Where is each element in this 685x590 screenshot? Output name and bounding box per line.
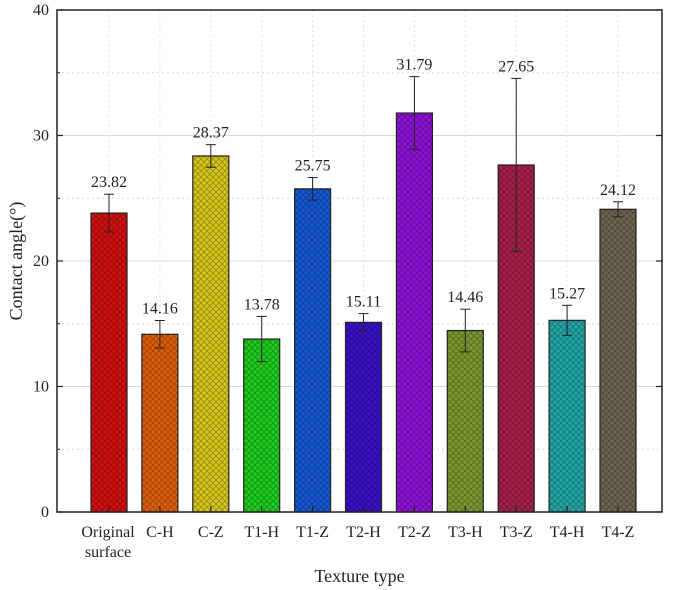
x-axis: Original surface C-H C-Z T1-H T1-Z T2-H T2-Z T3-… [81, 506, 634, 561]
bar [344, 321, 383, 513]
bar [599, 208, 637, 513]
bar [141, 333, 179, 513]
data-label: 13.78 [244, 296, 280, 313]
y-tick-label: 30 [33, 128, 49, 145]
data-label: 14.46 [447, 289, 483, 306]
error-bar [511, 77, 522, 253]
x-tick-label: C-H [146, 524, 174, 541]
bar [243, 338, 281, 513]
x-tick-label: Original surface [81, 524, 135, 561]
x-tick-label: T3-Z [500, 524, 533, 541]
data-label: 25.75 [295, 158, 331, 175]
y-axis: 0 10 20 30 40 [33, 2, 662, 521]
y-tick-label: 40 [33, 2, 49, 19]
error-bar [104, 193, 114, 233]
error-bar [205, 144, 216, 168]
error-bars-group [104, 76, 623, 363]
error-bar [562, 304, 573, 336]
data-label: 15.27 [549, 285, 585, 302]
error-bar [409, 76, 420, 150]
data-label: 24.12 [600, 182, 636, 199]
bar [395, 112, 433, 513]
bars-group [90, 112, 637, 513]
x-tick-label: T2-Z [398, 524, 431, 541]
bar [90, 212, 128, 513]
x-tick-label: T1-Z [296, 524, 329, 541]
bar [446, 329, 484, 513]
x-tick-label: T2-H [346, 524, 381, 541]
x-tick-label: C-Z [198, 524, 224, 541]
x-tick-label: T1-H [244, 524, 279, 541]
error-bar [613, 201, 623, 218]
data-label: 15.11 [346, 294, 381, 311]
error-bar [460, 308, 471, 353]
data-label: 23.82 [91, 174, 127, 191]
x-tick-label: T3-H [448, 524, 483, 541]
error-bar [154, 319, 165, 349]
data-label: 14.16 [142, 300, 178, 317]
value-labels-group: 23.82 14.16 28.37 13.78 25.75 15.11 31.79 14.46… [91, 57, 636, 318]
data-label: 31.79 [396, 57, 432, 74]
error-bar [256, 315, 267, 363]
x-tick-label: T4-H [550, 524, 585, 541]
error-bar [358, 313, 369, 332]
bar [548, 319, 586, 513]
data-label: 28.37 [193, 125, 229, 142]
y-tick-label: 20 [33, 253, 49, 270]
data-label: 27.65 [498, 58, 534, 75]
y-tick-label: 0 [41, 504, 49, 521]
error-bar [307, 177, 318, 201]
y-axis-title: Contact angle(°) [6, 202, 27, 321]
bar [294, 188, 332, 513]
y-tick-label: 10 [33, 379, 49, 396]
bar [192, 155, 230, 513]
x-axis-title: Texture type [314, 566, 404, 586]
x-tick-label: T4-Z [602, 524, 635, 541]
